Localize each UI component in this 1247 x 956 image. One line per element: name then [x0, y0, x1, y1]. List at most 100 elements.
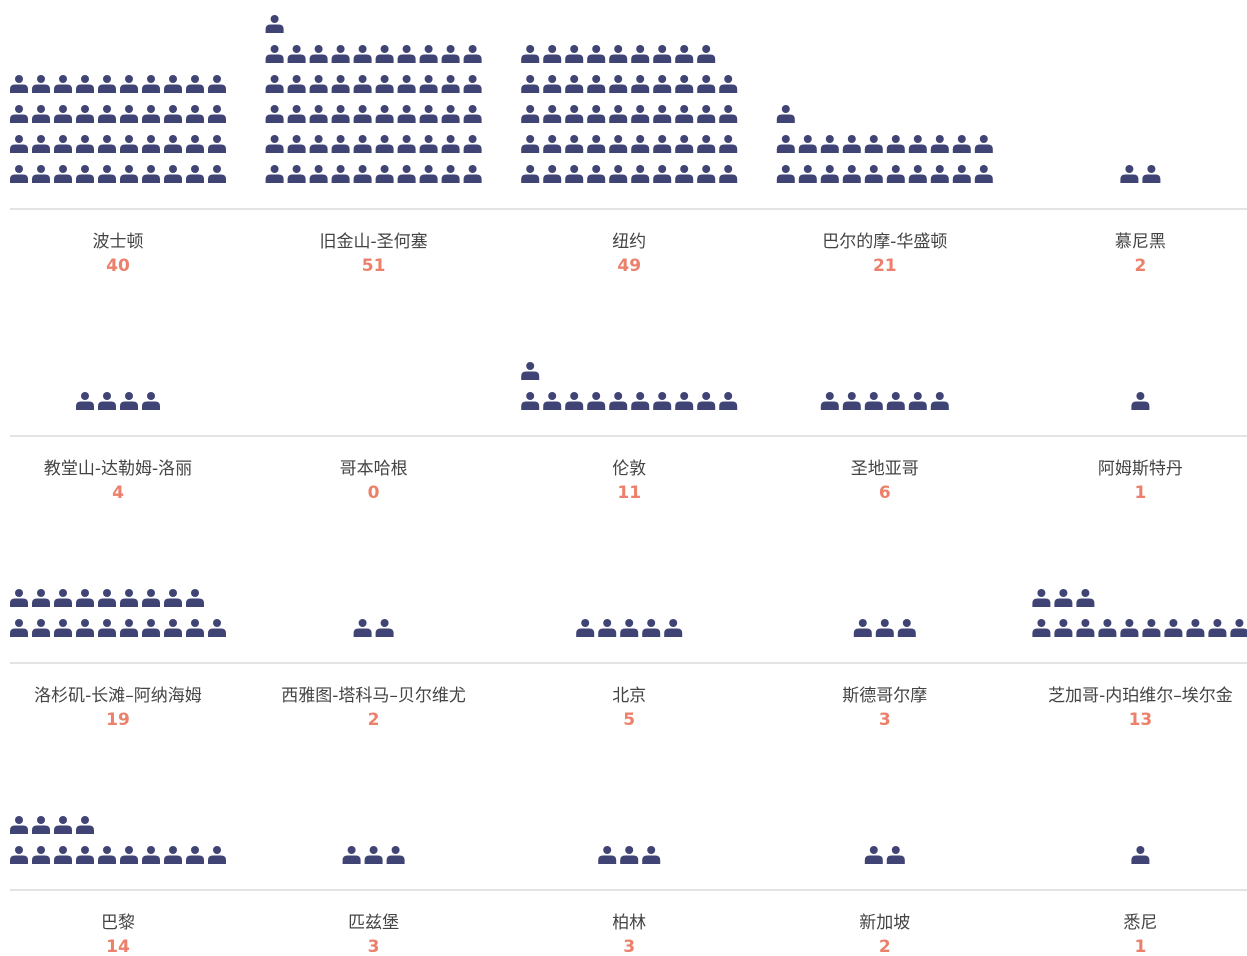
- person-icon: [10, 105, 28, 123]
- icon-body: [120, 144, 138, 153]
- person-icon: [142, 589, 160, 607]
- icon-head: [380, 45, 389, 53]
- icon-body: [543, 54, 562, 63]
- icon-body: [675, 54, 694, 63]
- value-label: 40: [106, 256, 130, 276]
- icon-body: [631, 114, 650, 123]
- icon-head: [570, 392, 579, 400]
- person-icon: [120, 135, 138, 153]
- icon-body: [208, 114, 226, 123]
- icon-head: [658, 45, 667, 53]
- person-icon: [631, 75, 650, 93]
- icon-body: [120, 174, 138, 183]
- icon-head: [314, 45, 323, 53]
- value-label: 6: [879, 483, 891, 503]
- icon-head: [191, 105, 199, 113]
- person-icon: [287, 165, 306, 183]
- icon-body: [186, 144, 204, 153]
- icon-head: [658, 165, 667, 173]
- icon-head: [847, 392, 856, 400]
- icon-body: [10, 144, 28, 153]
- person-icon: [32, 135, 50, 153]
- icon-body: [521, 84, 540, 93]
- icon-head: [314, 165, 323, 173]
- person-icon: [441, 75, 460, 93]
- icon-head: [369, 846, 378, 854]
- icon-body: [587, 114, 606, 123]
- icon-head: [191, 135, 199, 143]
- category-label: 斯德哥尔摩: [842, 686, 927, 706]
- category-label: 芝加哥-内珀维尔–埃尔金: [1048, 686, 1233, 706]
- icon-body: [886, 401, 905, 410]
- person-icon: [620, 846, 639, 864]
- icon-head: [380, 75, 389, 83]
- person-icon: [32, 75, 50, 93]
- icon-head: [1147, 619, 1156, 627]
- icon-head: [424, 135, 433, 143]
- icon-head: [103, 619, 111, 627]
- person-icon: [521, 392, 540, 410]
- person-icon: [521, 75, 540, 93]
- person-icon: [675, 165, 694, 183]
- icon-group: [10, 75, 226, 183]
- person-icon: [609, 75, 628, 93]
- icon-body: [120, 628, 138, 637]
- person-icon: [675, 135, 694, 153]
- icon-head: [1147, 165, 1156, 173]
- category-label: 阿姆斯特丹: [1098, 459, 1183, 479]
- person-icon: [798, 165, 817, 183]
- person-icon: [10, 75, 28, 93]
- icon-head: [1037, 619, 1046, 627]
- person-icon: [186, 619, 204, 637]
- icon-head: [103, 846, 111, 854]
- icon-body: [54, 825, 72, 834]
- icon-body: [142, 401, 160, 410]
- icon-body: [598, 628, 617, 637]
- icon-body: [98, 598, 116, 607]
- icon-body: [609, 84, 628, 93]
- icon-body: [54, 114, 72, 123]
- icon-body: [521, 401, 540, 410]
- icon-head: [81, 619, 89, 627]
- icon-head: [424, 105, 433, 113]
- person-icon: [287, 135, 306, 153]
- icon-body: [521, 114, 540, 123]
- icon-body: [287, 54, 306, 63]
- icon-body: [620, 628, 639, 637]
- icon-head: [468, 135, 477, 143]
- icon-body: [798, 144, 817, 153]
- icon-body: [375, 54, 394, 63]
- icon-head: [59, 816, 67, 824]
- person-icon: [565, 105, 584, 123]
- icon-body: [864, 855, 883, 864]
- icon-head: [592, 165, 601, 173]
- icon-body: [864, 144, 883, 153]
- icon-group: [10, 816, 226, 864]
- person-icon: [587, 105, 606, 123]
- icon-head: [213, 105, 221, 113]
- person-icon: [32, 589, 50, 607]
- icon-head: [358, 619, 367, 627]
- icon-body: [265, 84, 284, 93]
- person-icon: [598, 846, 617, 864]
- icon-head: [526, 75, 535, 83]
- category-label: 巴尔的摩-华盛顿: [822, 232, 947, 252]
- icon-body: [543, 401, 562, 410]
- person-icon: [120, 846, 138, 864]
- icon-body: [463, 84, 482, 93]
- icon-group: [76, 392, 160, 410]
- icon-body: [54, 144, 72, 153]
- icon-head: [402, 135, 411, 143]
- person-icon: [331, 105, 350, 123]
- icon-head: [81, 392, 89, 400]
- person-icon: [419, 105, 438, 123]
- value-label: 11: [617, 483, 641, 503]
- icon-head: [1081, 589, 1090, 597]
- icon-head: [935, 165, 944, 173]
- icon-group: [776, 105, 993, 183]
- icon-head: [125, 846, 133, 854]
- icon-head: [358, 75, 367, 83]
- icon-head: [380, 105, 389, 113]
- icon-head: [781, 165, 790, 173]
- icon-body: [76, 401, 94, 410]
